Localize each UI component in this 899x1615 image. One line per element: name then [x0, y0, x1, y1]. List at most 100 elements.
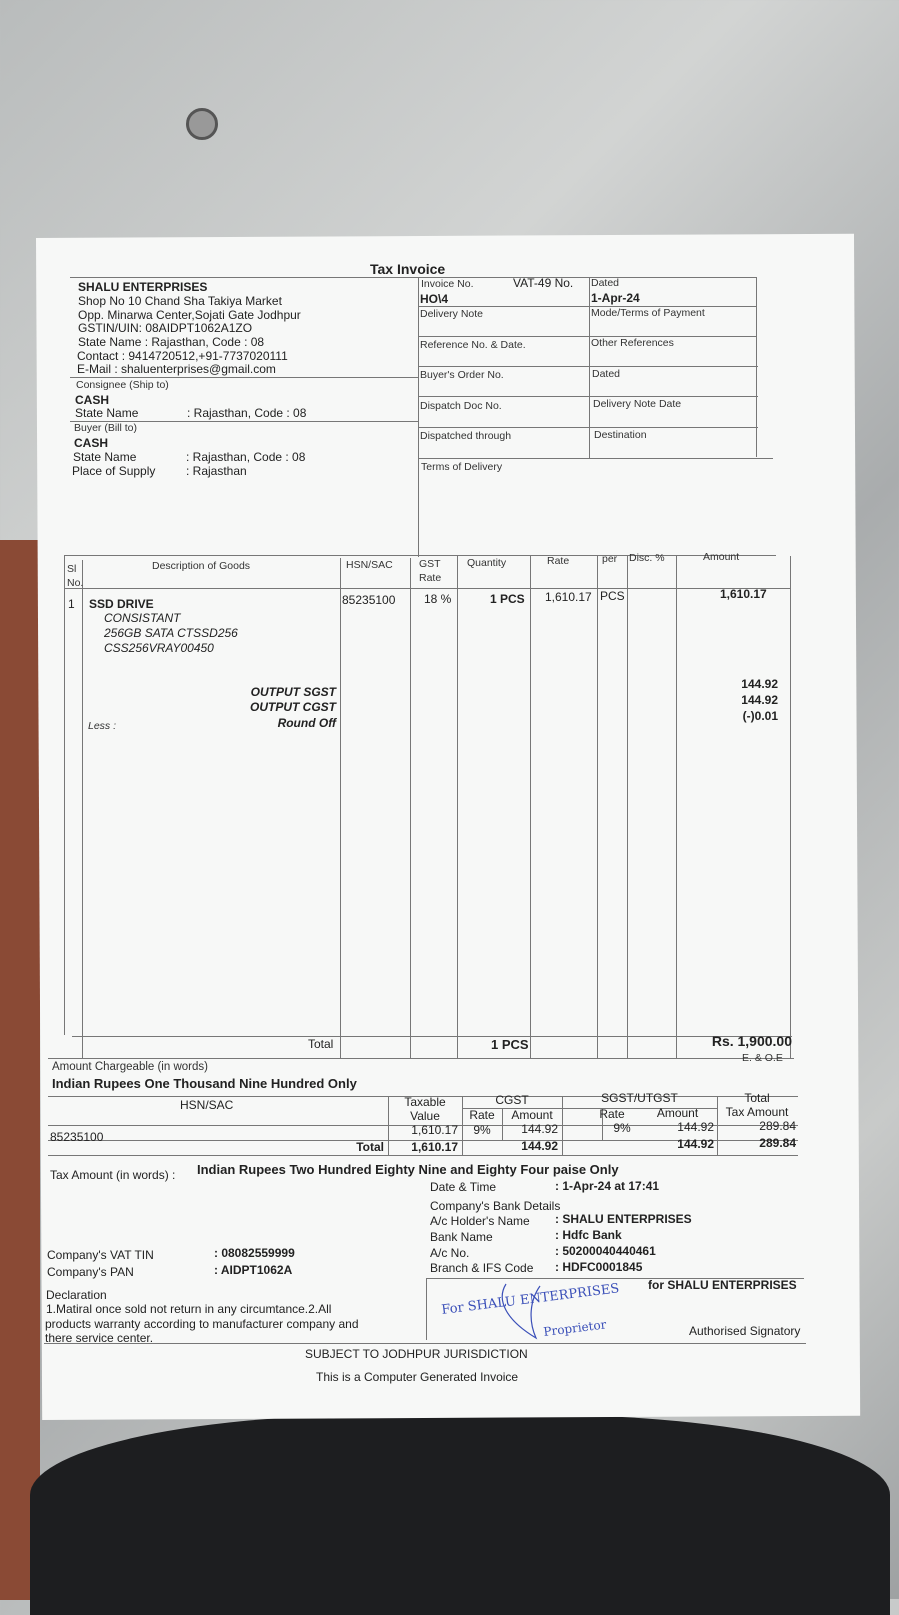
sgst-rate-header: Rate [599, 1107, 625, 1121]
order-dated-label: Dated [592, 368, 621, 380]
table-rule [530, 556, 531, 1058]
table-rule [426, 1278, 804, 1279]
item-hsn: 85235100 [342, 593, 396, 607]
item-amount: 1,610.17 [720, 587, 767, 601]
stamp-text: Proprietor [543, 1317, 608, 1339]
tax-words-label: Tax Amount (in words) : [50, 1168, 176, 1182]
vat-label: VAT-49 No. [513, 276, 574, 290]
tax-col-sgst: SGST/UTGST [601, 1091, 678, 1105]
vat-tin-label: Company's VAT TIN [47, 1248, 154, 1262]
tax-col-taxable: Taxable [404, 1095, 446, 1109]
tax-row-cgst-rate: 9% [473, 1123, 491, 1137]
total-label: Total [308, 1037, 334, 1051]
table-rule [717, 1096, 718, 1155]
cgst-amount-header: Amount [511, 1108, 553, 1122]
tax-row-sgst-amount: 144.92 [677, 1120, 714, 1134]
table-rule [790, 556, 791, 1058]
table-rule [418, 427, 758, 428]
mode-terms-label: Mode/Terms of Payment [591, 307, 705, 319]
table-rule [676, 556, 677, 1058]
datetime-value: : 1-Apr-24 at 17:41 [555, 1179, 660, 1193]
declaration-line: there service center. [45, 1331, 154, 1345]
tax-col-total: Total [744, 1091, 770, 1105]
computer-generated-note: This is a Computer Generated Invoice [316, 1370, 519, 1384]
tax-col-value: Value [410, 1109, 440, 1123]
table-rule [457, 556, 458, 1058]
col-gst: GST [419, 558, 441, 570]
bank-value: : Hdfc Bank [555, 1228, 622, 1242]
round-off-amount: (-)0.01 [742, 709, 778, 723]
authorised-signatory-label: Authorised Signatory [689, 1324, 801, 1338]
table-rule [627, 556, 628, 1058]
item-per: PCS [600, 589, 625, 603]
pan-label: Company's PAN [47, 1265, 134, 1279]
table-rule [418, 396, 758, 397]
col-gst-rate: Rate [419, 572, 442, 584]
sgst-amount: 144.92 [741, 677, 778, 691]
bank-key: Branch & IFS Code [430, 1261, 534, 1275]
table-rule [70, 277, 756, 278]
consignee-state-label: State Name [75, 406, 139, 420]
tax-row-hsn: 85235100 [50, 1130, 104, 1144]
tax-total-sgst: 144.92 [677, 1137, 714, 1151]
eoe-label: E. & O.E [742, 1052, 783, 1064]
table-rule [44, 1343, 806, 1344]
delivery-note-label: Delivery Note [420, 308, 484, 320]
table-rule [64, 555, 65, 1035]
buyer-label: Buyer (Bill to) [74, 422, 138, 434]
company-stamp-signature: For SHALU ENTERPRISES Proprietor [436, 1280, 636, 1340]
tax-total-taxable: 1,610.17 [411, 1140, 458, 1154]
other-references-label: Other References [591, 337, 674, 349]
datetime-label: Date & Time [430, 1180, 497, 1194]
col-description: Description of Goods [152, 560, 251, 572]
tax-row-total: 289.84 [759, 1119, 796, 1133]
tax-col-hsn: HSN/SAC [180, 1098, 234, 1112]
table-rule [462, 1096, 463, 1155]
table-rule [597, 556, 598, 1058]
declaration-line: products warranty according to manufactu… [45, 1317, 359, 1331]
invoice-title: Tax Invoice [370, 261, 446, 277]
vat-tin-value: : 08082559999 [214, 1246, 295, 1260]
buyer-state-value: : Rajasthan, Code : 08 [186, 450, 306, 464]
tax-col-total-amount: Tax Amount [725, 1105, 789, 1119]
cgst-rate-header: Rate [469, 1108, 495, 1122]
table-rule [562, 1096, 563, 1155]
table-rule [72, 1036, 792, 1037]
cgst-amount: 144.92 [741, 693, 778, 707]
col-quantity: Quantity [467, 557, 507, 569]
table-rule [418, 277, 419, 557]
less-label: Less : [88, 720, 117, 732]
table-rule [64, 555, 776, 556]
background-dark-object [30, 1415, 890, 1615]
buyers-order-label: Buyer's Order No. [420, 369, 504, 381]
background-bolt [186, 108, 218, 140]
tax-total-cgst: 144.92 [521, 1139, 558, 1153]
seller-line: Contact : 9414720512,+91-7737020111 [77, 349, 288, 363]
tax-col-cgst: CGST [495, 1093, 529, 1107]
stamp-text: For SHALU ENTERPRISES [441, 1281, 620, 1318]
place-of-supply-label: Place of Supply [72, 464, 156, 478]
item-gst: 18 % [424, 592, 452, 606]
tax-row-cgst-amount: 144.92 [521, 1122, 558, 1136]
table-rule [70, 377, 418, 378]
item-detail: CSS256VRAY00450 [104, 641, 214, 655]
invoice-no: HO\4 [420, 292, 449, 306]
col-amount: Amount [703, 551, 740, 563]
consignee-label: Consignee (Ship to) [76, 379, 169, 391]
signature-stroke [501, 1283, 541, 1340]
item-qty: 1 PCS [490, 592, 525, 606]
terms-of-delivery-label: Terms of Delivery [421, 461, 503, 473]
col-discount: Disc. % [629, 552, 665, 564]
pan-value: : AIDPT1062A [214, 1263, 293, 1277]
delivery-note-date-label: Delivery Note Date [593, 398, 682, 410]
tax-row-taxable: 1,610.17 [411, 1123, 458, 1137]
tax-row-sgst-rate: 9% [613, 1121, 631, 1135]
table-rule [426, 1278, 427, 1340]
table-rule [48, 1155, 798, 1156]
declaration-line: 1.Matiral once sold not return in any ci… [46, 1302, 332, 1316]
table-rule [48, 1125, 798, 1126]
bank-value: : HDFC0001845 [555, 1260, 643, 1274]
seller-line: E-Mail : shaluenterprises@gmail.com [77, 362, 276, 376]
item-rate: 1,610.17 [545, 590, 592, 604]
seller-line: State Name : Rajasthan, Code : 08 [78, 335, 265, 349]
